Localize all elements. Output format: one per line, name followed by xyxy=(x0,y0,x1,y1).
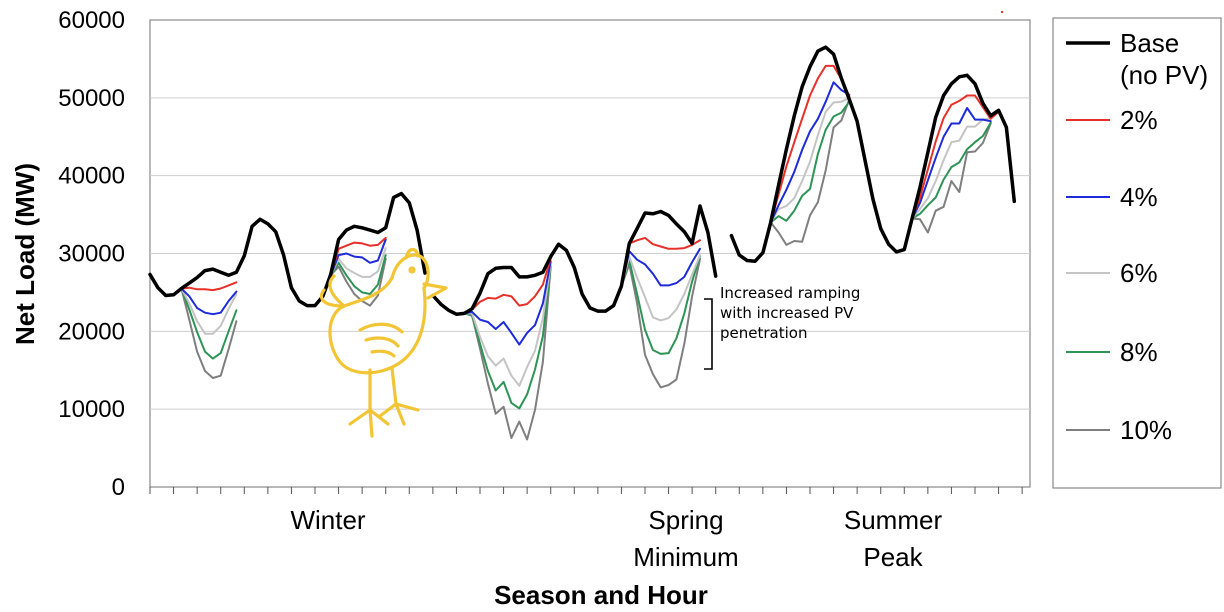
legend-label: 6% xyxy=(1120,258,1158,288)
legend-label: 10% xyxy=(1120,415,1172,445)
series-line-4-seg2 xyxy=(463,260,552,346)
series-line-10-seg5 xyxy=(911,122,992,234)
series-line-4-seg0 xyxy=(180,287,238,316)
legend-label-line: Base xyxy=(1120,28,1179,58)
series-line-6-seg3 xyxy=(620,254,701,322)
series-line-4-seg4 xyxy=(769,81,851,224)
series-line-10-seg3 xyxy=(620,257,701,389)
series-line-2-seg0 xyxy=(180,281,238,292)
y-tick-label: 60000 xyxy=(58,7,125,34)
series-line-8-seg2 xyxy=(463,265,552,410)
y-axis-title: Net Load (MW) xyxy=(10,163,40,345)
legend-box xyxy=(1052,17,1222,489)
stray-mark xyxy=(1001,11,1003,13)
text-line: Peak xyxy=(863,542,923,572)
text-line: Summer xyxy=(844,505,943,535)
category-label-spring: Spring Minimum xyxy=(633,505,738,572)
legend-label-line: 8% xyxy=(1120,337,1158,367)
text-line: Minimum xyxy=(633,542,738,572)
legend-label-line: (no PV) xyxy=(1120,60,1208,90)
category-label-winter: Winter xyxy=(290,505,365,535)
series-line-2-seg3 xyxy=(620,236,701,288)
y-tick-label: 30000 xyxy=(58,241,125,268)
series-line-base-seg0 xyxy=(148,191,427,308)
annotation-bracket xyxy=(704,298,713,370)
series-line-6-seg4 xyxy=(769,96,851,224)
series-line-2-seg4 xyxy=(769,64,851,224)
text-line: Increased ramping xyxy=(720,284,860,302)
series-line-10-seg0 xyxy=(180,287,238,379)
gridlines xyxy=(150,97,1030,410)
y-tick-label: 50000 xyxy=(58,85,125,112)
series-line-4-seg3 xyxy=(620,247,701,288)
series-lines xyxy=(148,45,1017,441)
legend-label: 4% xyxy=(1120,182,1158,212)
legend-label: 2% xyxy=(1120,105,1158,135)
y-tick-label: 40000 xyxy=(58,163,125,190)
y-tick-label: 20000 xyxy=(58,318,125,345)
series-line-8-seg4 xyxy=(769,100,851,224)
x-axis-title: Season and Hour xyxy=(494,580,708,610)
legend-label-line: 2% xyxy=(1120,105,1158,135)
legend-label: 8% xyxy=(1120,337,1158,367)
series-line-base-seg2 xyxy=(729,45,1017,264)
series-line-8-seg0 xyxy=(180,287,238,360)
x-axis-ticks xyxy=(149,487,1023,494)
legend-label: Base (no PV) xyxy=(1120,28,1208,90)
series-line-2-seg5 xyxy=(911,94,1000,220)
text-line: with increased PV xyxy=(720,304,854,322)
legend: Base (no PV) 2% 4% 6% 8% 10% xyxy=(1066,28,1208,445)
series-line-4-seg5 xyxy=(911,107,992,220)
legend-label-line: 10% xyxy=(1120,415,1172,445)
series-line-base-seg1 xyxy=(431,204,718,316)
series-line-8-seg3 xyxy=(620,254,701,355)
series-line-2-seg2 xyxy=(463,257,552,315)
text-line: Spring xyxy=(648,505,723,535)
y-axis-tick-labels: 0 10000 20000 30000 40000 50000 60000 xyxy=(58,7,125,501)
series-line-10-seg4 xyxy=(769,98,851,246)
y-tick-label: 10000 xyxy=(58,396,125,423)
series-line-10-seg2 xyxy=(463,265,552,441)
text-line: penetration xyxy=(720,324,807,342)
category-label-summer: Summer Peak xyxy=(844,505,943,572)
legend-label-line: 4% xyxy=(1120,182,1158,212)
series-line-8-seg5 xyxy=(911,121,992,220)
legend-label-line: 6% xyxy=(1120,258,1158,288)
series-line-6-seg5 xyxy=(911,117,992,220)
series-line-6-seg2 xyxy=(463,262,552,387)
y-tick-label: 0 xyxy=(112,474,125,501)
annotation-text: Increased ramping with increased PV penetr… xyxy=(720,284,860,342)
series-line-6-seg0 xyxy=(180,287,238,335)
chicken-doodle-icon xyxy=(319,247,448,438)
